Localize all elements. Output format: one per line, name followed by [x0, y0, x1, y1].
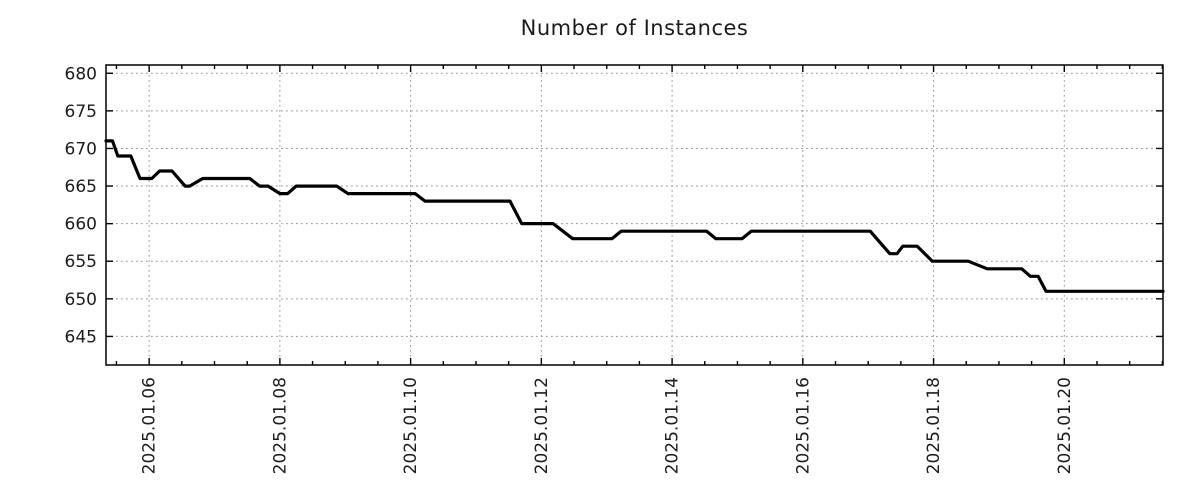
y-tick-label: 645 [65, 327, 97, 347]
plot-border [105, 64, 1164, 366]
x-tick-label: 2025.01.08 [270, 377, 290, 474]
series-line-instances [104, 139, 1165, 293]
y-tick-label: 680 [65, 64, 97, 84]
x-tick-label: 2025.01.12 [532, 377, 552, 474]
y-tick-label: 650 [65, 290, 97, 310]
x-tick-label: 2025.01.10 [401, 377, 421, 474]
y-tick-label: 665 [65, 177, 97, 197]
chart-title: Number of Instances [520, 16, 749, 40]
x-tick-label: 2025.01.20 [1055, 377, 1075, 474]
x-tick-label: 2025.01.18 [924, 377, 944, 474]
y-tick-label: 670 [65, 139, 97, 159]
y-tick-label: 675 [65, 102, 97, 122]
x-tick-label: 2025.01.14 [663, 377, 683, 474]
y-tick-label: 660 [65, 215, 97, 235]
x-tick-label: 2025.01.06 [140, 377, 160, 474]
x-tick-label: 2025.01.16 [793, 377, 813, 474]
y-tick-label: 655 [65, 252, 97, 272]
